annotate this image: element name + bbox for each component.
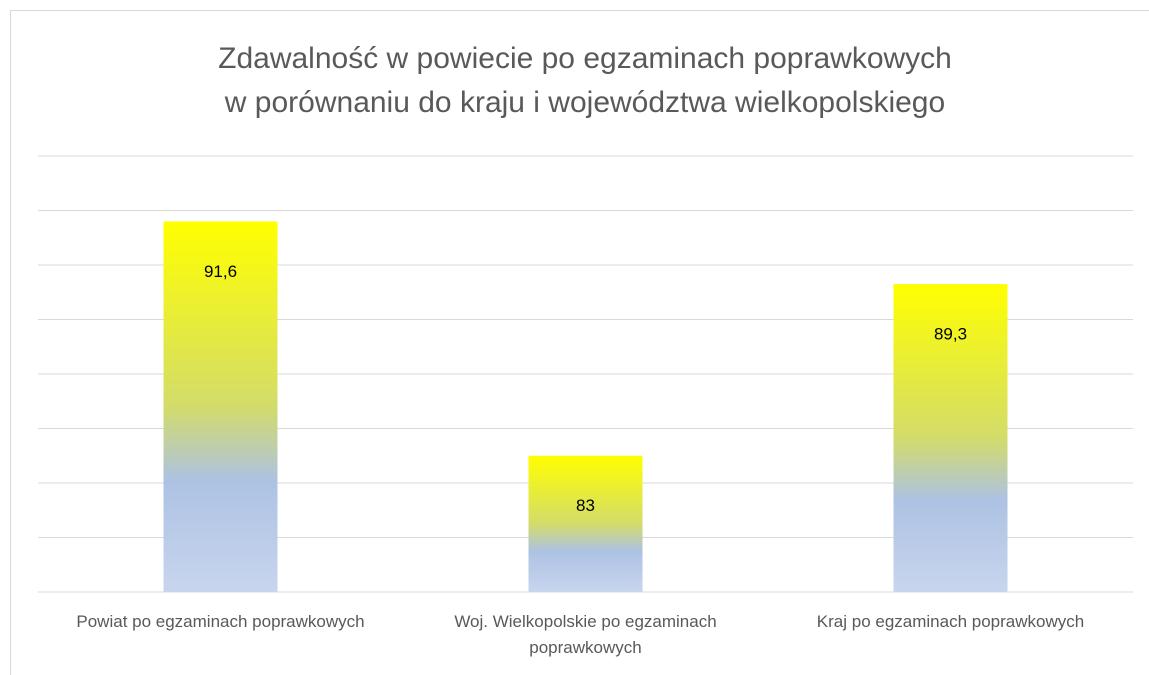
bar [163,221,278,592]
chart-frame [10,10,1149,675]
x-tick-label: Powiat po egzaminach poprawkowych [76,612,365,631]
x-tick-label: Kraj po egzaminach poprawkowych [816,612,1085,631]
bar [893,284,1008,592]
data-label: 83 [576,496,595,515]
data-label: 91,6 [204,262,237,281]
data-label: 89,3 [934,325,967,344]
x-tick-label: Woj. Wielkopolskie po egzaminach poprawk… [454,612,717,657]
chart-title: Zdawalność w powiecie po egzaminach popr… [218,42,952,75]
bar [528,455,643,592]
chart-title: w porównaniu do kraju i województwa wiel… [224,86,945,119]
